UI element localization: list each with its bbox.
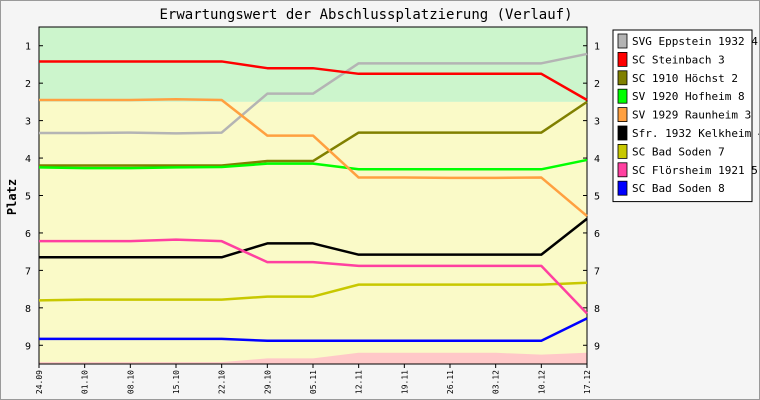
x-tick-label: 01.10 [81,370,90,394]
series-line-4 [38,158,588,171]
series-line-9 [39,317,588,343]
legend-entry-8: SC Flörsheim 1921 5 [632,164,758,177]
series-line-1 [39,52,588,135]
y-tick-label-left: 4 [25,154,31,165]
x-tick-label: 29.10 [263,370,272,394]
series-line-3 [39,100,588,167]
x-tick-label: 15.10 [172,370,181,394]
legend: SVG Eppstein 1932 4 SC Steinbach 3 SC 1910… [612,29,759,203]
y-tick-label-left: 2 [25,79,31,90]
legend-entry-4: SV 1920 Hofheim 8 [632,90,745,103]
legend-entry-3: SC 1910 Höchst 2 [632,72,738,85]
legend-swatch-2 [617,52,628,67]
y-axis-label: Platz [5,179,19,215]
legend-swatch-5 [617,107,628,122]
x-tick-label: 12.11 [355,370,364,394]
legend-box [612,29,753,203]
y-tick-label-right: 9 [594,341,600,352]
x-tick-label: 22.10 [218,370,227,394]
legend-entry-2: SC Steinbach 3 [632,53,725,66]
x-tick-label: 10.12 [537,370,546,394]
legend-entry-9: SC Bad Soden 8 [632,182,725,195]
y-tick-label-left: 5 [25,192,31,203]
x-tick-label: 26.11 [446,370,455,394]
chart-title: Erwartungswert der Abschlussplatzierung … [159,7,572,23]
y-tick-label-right: 8 [594,304,600,315]
legend-swatch-9 [617,180,628,196]
series-line-8 [39,238,588,315]
band-1 [39,101,587,364]
y-tick-label-left: 3 [25,117,31,128]
y-tick-label-left: 6 [25,229,31,240]
legend-entry-6: Sfr. 1932 Kelkheim 4 [632,127,759,140]
y-tick-label-left: 9 [25,341,31,352]
series-line-2 [39,60,588,102]
legend-entry-1: SVG Eppstein 1932 4 [632,35,758,48]
series-line-5 [39,98,588,218]
y-tick-label-right: 2 [594,79,600,90]
y-tick-label-right: 1 [594,42,600,53]
legend-entry-5: SV 1929 Raunheim 3 [632,109,751,122]
series-line-7 [38,281,588,302]
y-tick-label-right: 5 [594,192,600,203]
legend-entry-7: SC Bad Soden 7 [632,145,725,158]
x-tick-label: 19.11 [400,370,409,394]
bottom-band [39,352,587,364]
legend-swatch-7 [617,143,628,159]
y-tick-label-right: 4 [594,154,600,165]
y-tick-label-left: 7 [25,266,31,277]
y-tick-label-right: 7 [594,266,600,277]
legend-swatch-8 [617,162,628,178]
y-tick-label-left: 1 [25,42,31,53]
x-tick-label: 24.09 [35,370,44,394]
legend-swatch-4 [617,88,628,104]
x-tick-label: 05.11 [309,370,318,394]
legend-swatch-3 [617,70,628,86]
legend-swatch-6 [617,125,628,141]
x-tick-label: 08.10 [126,370,135,394]
x-tick-label: 03.12 [492,370,501,394]
x-tick-label: 17.12 [583,370,592,394]
y-tick-label-left: 8 [25,304,31,315]
legend-swatch-1 [617,33,628,49]
plot-area: 1 1 2 2 3 3 4 4 5 5 6 6 7 7 8 8 9 9 24.09 01.10 08.10 15.10 22… [25,26,600,394]
y-tick-label-right: 3 [594,117,600,128]
series-line-6 [39,217,588,259]
y-tick-label-right: 6 [594,229,600,240]
